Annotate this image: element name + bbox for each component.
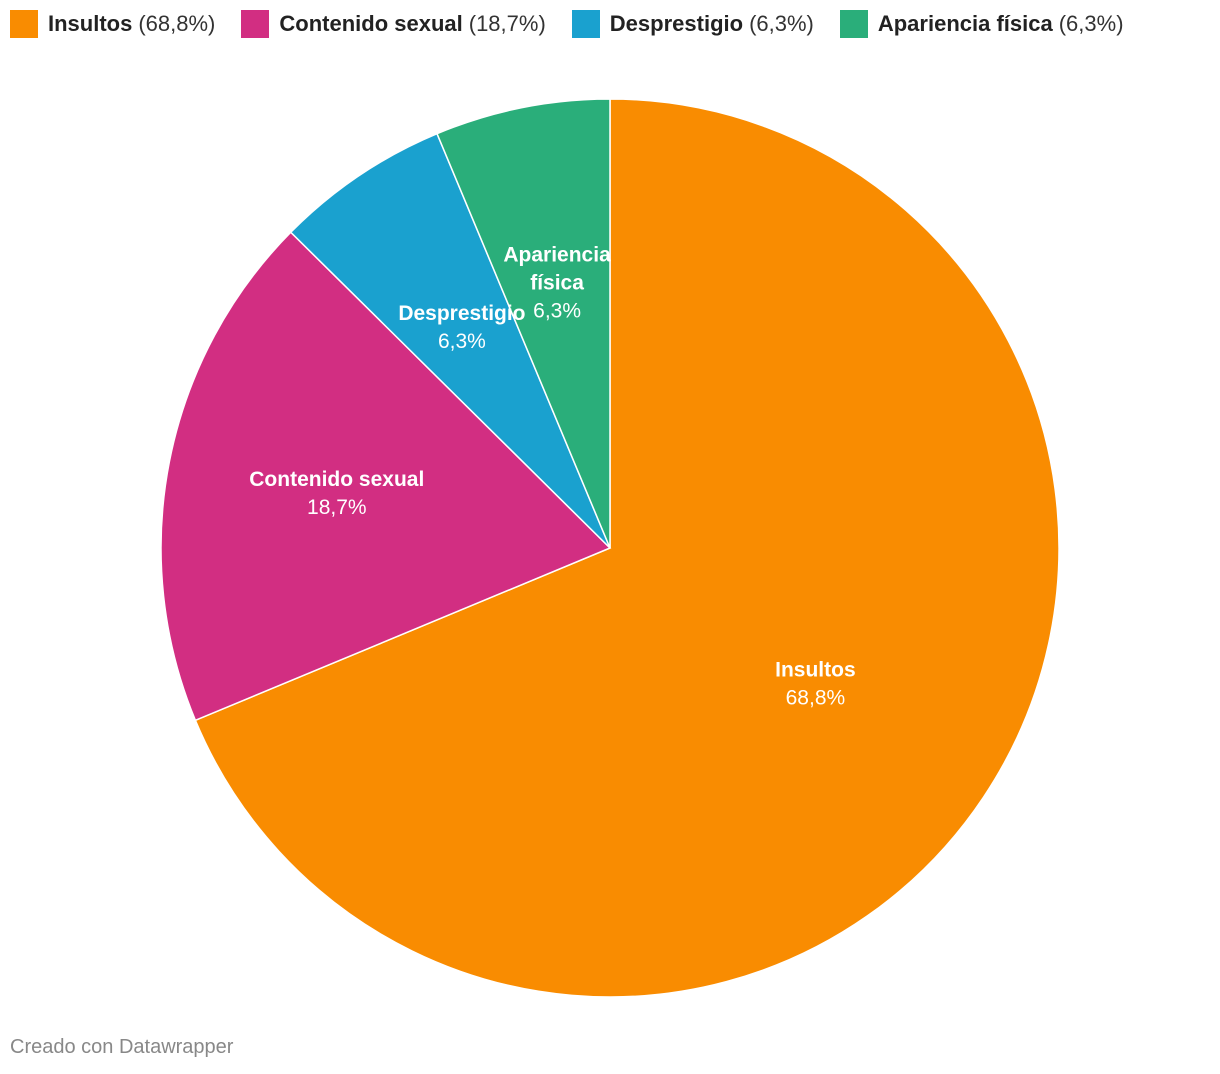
slice-label-insultos: Insultos xyxy=(775,659,856,682)
legend-swatch-apariencia-fisica xyxy=(839,10,868,38)
slice-label-apariencia-fisica: Apariencia xyxy=(503,243,611,266)
legend-percent: (6,3%) xyxy=(1058,11,1124,36)
legend-item-apariencia-fisica: Apariencia física (6,3%) xyxy=(839,8,1124,40)
legend-swatch-contenido-sexual xyxy=(241,10,270,38)
pie-slice-apariencia-fisica xyxy=(436,98,611,549)
legend-label: Desprestigio xyxy=(609,11,744,36)
slice-label-contenido-sexual: Contenido sexual xyxy=(249,468,424,491)
pie-slices xyxy=(160,98,1060,998)
slice-label-apariencia-fisica: física xyxy=(530,271,584,294)
slice-value-contenido-sexual: 18,7% xyxy=(307,496,367,519)
legend-percent: (6,3%) xyxy=(749,11,814,36)
pie-slice-contenido-sexual xyxy=(160,231,612,722)
legend-item-desprestigio: Desprestigio (6,3%) xyxy=(571,8,814,40)
legend-item-contenido-sexual: Contenido sexual (18,7%) xyxy=(241,8,546,40)
slice-value-apariencia-fisica: 6,3% xyxy=(533,299,581,322)
legend-percent: (68,8%) xyxy=(138,11,216,36)
legend-swatch-desprestigio xyxy=(571,10,600,38)
pie-labels: Insultos 68,8% Contenido sexual 18,7% Despre… xyxy=(249,243,855,709)
legend-label: Apariencia física xyxy=(877,11,1053,36)
legend-label: Contenido sexual xyxy=(279,11,463,36)
slice-label-desprestigio: Desprestigio xyxy=(398,302,525,325)
legend: Insultos (68,8%) Contenido sexual (18,7%… xyxy=(10,8,1124,40)
slice-value-desprestigio: 6,3% xyxy=(438,330,486,353)
footer-credit: Creado con Datawrapper xyxy=(10,1036,234,1058)
slice-value-insultos: 68,8% xyxy=(786,687,846,710)
legend-item-insultos: Insultos (68,8%) xyxy=(10,8,215,40)
legend-label: Insultos xyxy=(48,11,133,36)
pie-slice-desprestigio xyxy=(289,132,611,549)
legend-swatch-insultos xyxy=(10,10,38,38)
legend-percent: (18,7%) xyxy=(468,11,546,36)
pie-slice-insultos xyxy=(194,98,1060,998)
